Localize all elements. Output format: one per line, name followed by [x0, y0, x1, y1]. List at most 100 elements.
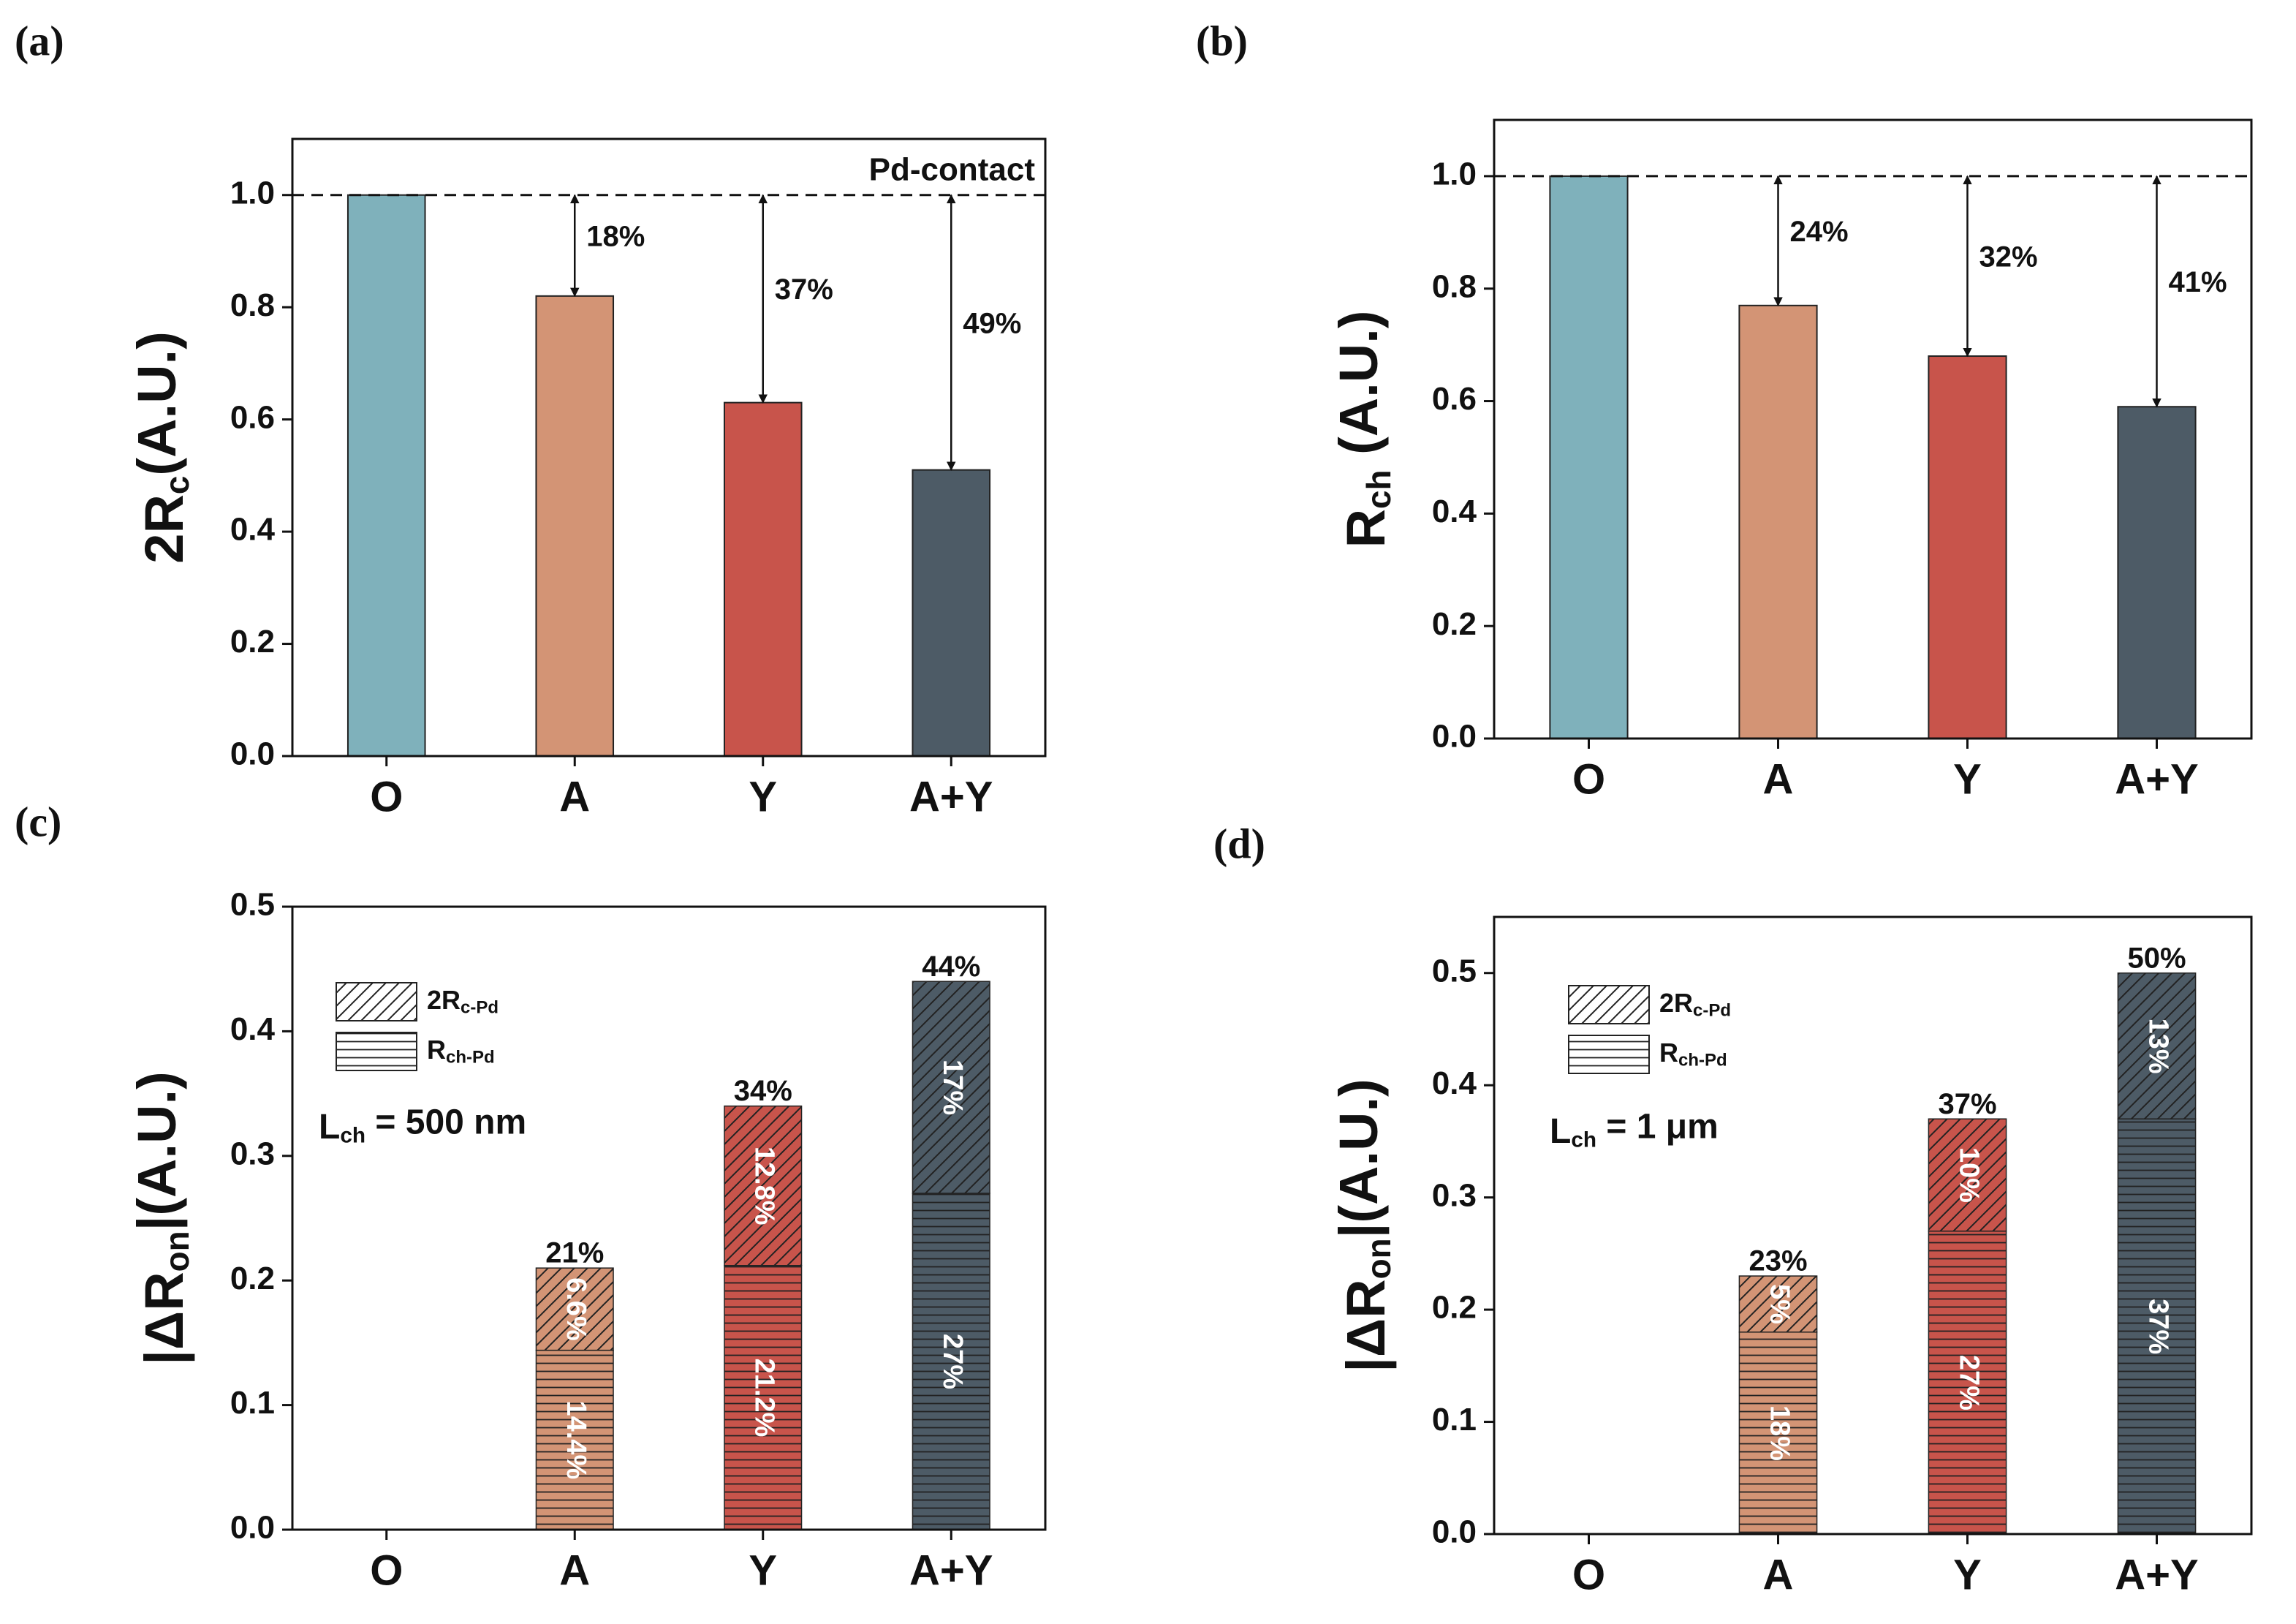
y-axis-label-part: |(A.U.) — [126, 1071, 188, 1231]
y-tick-label: 0.4 — [230, 1011, 276, 1047]
plot-frame — [1493, 915, 2253, 1536]
total-label: 44% — [922, 951, 980, 983]
x-tick-label: Y — [1953, 1551, 1982, 1598]
x-tick-label: A+Y — [909, 1546, 993, 1594]
y-tick-label: 0.8 — [1432, 268, 1477, 304]
segment-label: 21.2% — [749, 1359, 780, 1438]
y-tick-label: 0.5 — [1432, 953, 1477, 989]
x-tick-label: A — [559, 773, 590, 820]
panel-label: (c) — [15, 798, 61, 845]
note: Lch = 1 μm — [1550, 1107, 1719, 1152]
y-axis-label-part: 2R — [134, 494, 194, 564]
note-part: = 500 nm — [365, 1103, 526, 1141]
segment-label: 27% — [937, 1334, 968, 1389]
x-tick-label: Y — [1953, 755, 1982, 803]
bar — [2117, 406, 2197, 740]
bar-segment — [1928, 1230, 2007, 1535]
y-tick-label: 0.2 — [230, 624, 275, 660]
note-part: ch — [1571, 1128, 1596, 1152]
legend-label-part: c-Pd — [461, 998, 499, 1018]
legend-label: 2Rc-Pd — [1659, 988, 1731, 1021]
bar — [912, 469, 991, 757]
arrow-label: 49% — [963, 307, 1021, 339]
y-tick-label: 1.0 — [1432, 156, 1477, 192]
note-part: ch — [340, 1123, 365, 1147]
bar-segment — [2117, 1118, 2197, 1535]
y-tick-label: 0.6 — [1432, 381, 1477, 417]
arrow-label: 18% — [586, 220, 645, 252]
legend-label-part: R — [1659, 1038, 1678, 1068]
total-label: 37% — [1938, 1088, 1996, 1120]
y-axis-label-part: c — [158, 476, 196, 495]
note-part: = 1 μm — [1596, 1107, 1719, 1146]
y-tick-label: 0.4 — [230, 512, 276, 548]
panel-label: (a) — [15, 17, 64, 64]
arrow-label: 41% — [2169, 266, 2227, 298]
total-label: 21% — [545, 1237, 604, 1269]
plot-frame — [291, 905, 1047, 1531]
y-axis-label-part: R — [1335, 509, 1396, 548]
total-label: 50% — [2127, 942, 2186, 974]
legend-label: 2Rc-Pd — [427, 985, 499, 1018]
note: Lch = 500 nm — [319, 1103, 526, 1147]
bar-segment — [1928, 1118, 2007, 1232]
segment-label: 6.6% — [561, 1277, 591, 1341]
segment-label: 27% — [1953, 1355, 1984, 1410]
legend-swatch — [1568, 985, 1650, 1024]
x-tick-label: A+Y — [2115, 1551, 2198, 1598]
x-tick-label: A+Y — [909, 773, 993, 820]
legend-swatch — [1568, 1035, 1650, 1074]
bar-segment — [535, 1349, 614, 1530]
y-tick-label: 1.0 — [230, 175, 275, 211]
y-axis-label: |ΔRon|(A.U.) — [126, 1071, 196, 1364]
legend-label-part: c-Pd — [1693, 1001, 1731, 1021]
plot-frame — [291, 137, 1047, 758]
bar — [1549, 175, 1629, 739]
y-tick-label: 0.1 — [1432, 1402, 1477, 1438]
y-tick-label: 0.6 — [230, 399, 275, 435]
arrow-label: 37% — [775, 273, 833, 306]
y-tick-label: 0.4 — [1432, 1065, 1477, 1101]
segment-label: 18% — [1764, 1405, 1795, 1461]
x-tick-label: O — [370, 773, 403, 820]
x-tick-label: Y — [749, 1546, 777, 1594]
y-axis-label-part: (A.U.) — [126, 331, 187, 475]
x-tick-label: A — [1763, 755, 1794, 803]
reference-label: Pd-contact — [869, 151, 1036, 187]
y-tick-label: 0.2 — [1432, 1290, 1477, 1326]
bar — [346, 194, 426, 757]
total-label: 23% — [1748, 1245, 1807, 1277]
y-tick-label: 0.8 — [230, 287, 275, 323]
y-tick-label: 0.2 — [230, 1261, 275, 1296]
total-label: 34% — [734, 1075, 792, 1107]
y-tick-label: 0.0 — [230, 736, 275, 772]
segment-label: 13% — [2142, 1018, 2173, 1073]
y-tick-label: 0.0 — [1432, 719, 1477, 755]
bar — [1738, 304, 1818, 739]
segment-label: 5% — [1764, 1284, 1795, 1324]
note-part: L — [319, 1108, 340, 1147]
y-tick-label: 0.5 — [230, 887, 275, 923]
y-tick-label: 0.0 — [230, 1510, 275, 1546]
arrow-label: 32% — [1979, 241, 2038, 273]
bar-segment — [2117, 972, 2197, 1119]
y-tick-label: 0.1 — [230, 1385, 275, 1421]
legend-label: Rch-Pd — [1659, 1038, 1727, 1070]
x-tick-label: A — [559, 1546, 590, 1594]
segment-label: 37% — [2142, 1299, 2173, 1354]
y-axis-label-part: on — [1360, 1238, 1398, 1279]
y-axis-label-part: on — [158, 1231, 196, 1272]
legend-label-part: ch-Pd — [1678, 1051, 1727, 1070]
legend-label-part: ch-Pd — [446, 1048, 495, 1068]
segment-label: 14.4% — [561, 1400, 591, 1479]
y-tick-label: 0.2 — [1432, 606, 1477, 642]
legend-swatch — [336, 1032, 417, 1071]
y-axis-label-part: |ΔR — [134, 1272, 195, 1364]
x-tick-label: Y — [749, 773, 777, 820]
bar — [723, 401, 803, 757]
y-axis-label-part: |(A.U.) — [1328, 1079, 1390, 1238]
bar — [535, 295, 615, 757]
segment-label: 17% — [937, 1060, 968, 1115]
